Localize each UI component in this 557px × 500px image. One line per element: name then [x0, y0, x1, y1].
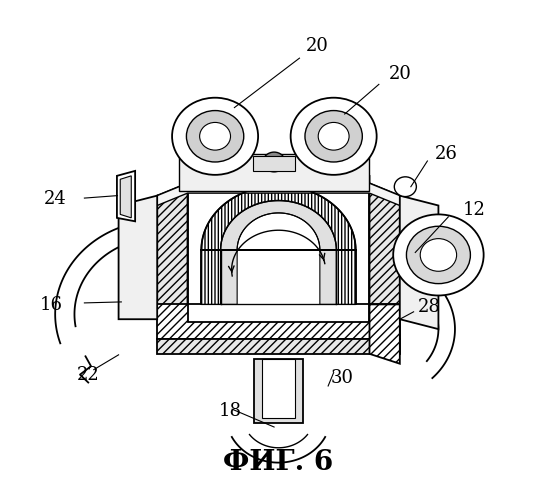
Circle shape — [172, 98, 258, 175]
Polygon shape — [157, 183, 400, 206]
Text: 30: 30 — [330, 368, 353, 386]
Polygon shape — [157, 304, 400, 339]
Polygon shape — [157, 183, 188, 319]
Polygon shape — [262, 359, 295, 418]
Polygon shape — [369, 304, 400, 364]
Polygon shape — [237, 213, 320, 304]
Polygon shape — [188, 161, 369, 186]
Polygon shape — [188, 183, 369, 304]
Text: 18: 18 — [219, 402, 242, 419]
Circle shape — [407, 226, 471, 283]
Polygon shape — [400, 196, 438, 329]
Text: 28: 28 — [418, 298, 441, 316]
Text: 20: 20 — [388, 66, 411, 84]
Text: 12: 12 — [463, 202, 486, 220]
Circle shape — [420, 238, 457, 272]
Polygon shape — [179, 154, 369, 190]
Polygon shape — [119, 196, 157, 319]
Circle shape — [291, 98, 377, 175]
Polygon shape — [252, 156, 295, 171]
Circle shape — [305, 110, 362, 162]
Circle shape — [187, 110, 244, 162]
Polygon shape — [201, 186, 356, 304]
Circle shape — [394, 177, 417, 197]
Text: 20: 20 — [306, 38, 329, 56]
Circle shape — [318, 122, 349, 150]
Text: 24: 24 — [44, 190, 66, 208]
Polygon shape — [369, 183, 400, 319]
Polygon shape — [117, 171, 135, 222]
Circle shape — [199, 122, 231, 150]
Circle shape — [393, 214, 483, 296]
Text: 26: 26 — [435, 144, 458, 162]
Polygon shape — [157, 339, 400, 354]
Polygon shape — [253, 359, 304, 423]
Polygon shape — [120, 176, 131, 218]
Polygon shape — [221, 200, 336, 304]
Text: 22: 22 — [77, 366, 100, 384]
Text: ФИГ. 6: ФИГ. 6 — [223, 449, 334, 476]
Text: 16: 16 — [40, 296, 63, 314]
Circle shape — [263, 152, 285, 172]
